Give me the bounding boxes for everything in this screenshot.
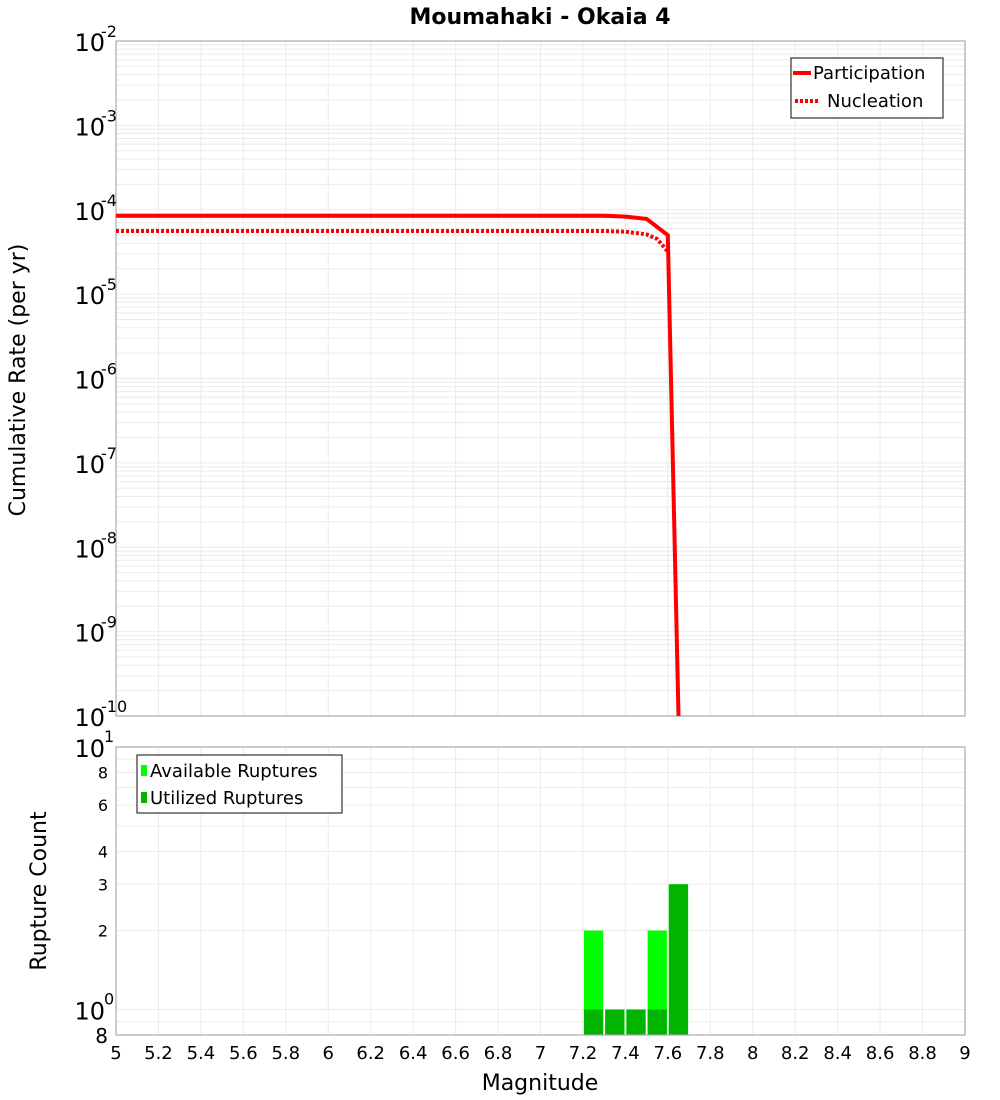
bottom-legend-box: [136, 754, 343, 814]
x-ticks: 5 5.2 5.4 5.6 5.8 6 6.2 6.4 6.6 6.8 7 7.2 7.4 7.6 7.8 8…: [110, 1043, 970, 1064]
top-y-tick-exponent: -4: [101, 191, 117, 210]
x-tick-label: 7.8: [696, 1043, 725, 1064]
available-legend-swatch: [141, 765, 147, 776]
bottom-plot-bars: [583, 884, 689, 1035]
x-tick-label: 8: [747, 1043, 758, 1064]
available-legend-label: Available Ruptures: [150, 761, 318, 782]
utilized-legend-label: Utilized Ruptures: [150, 788, 303, 809]
top-y-tick-label: 10: [74, 367, 105, 395]
bottom-y-tick-label: 8: [95, 1024, 108, 1048]
top-y-tick-label: 10: [74, 198, 105, 226]
participation-legend-label: Participation: [813, 63, 925, 84]
nucleation-legend-label: Nucleation: [827, 91, 923, 112]
bottom-y-axis-label: Rupture Count: [27, 811, 52, 971]
x-tick-label: 6.8: [484, 1043, 513, 1064]
x-tick-label: 7.6: [654, 1043, 683, 1064]
top-y-tick-exponent: -10: [101, 697, 127, 716]
x-tick-label: 9: [959, 1043, 970, 1064]
x-axis-label: Magnitude: [482, 1071, 599, 1096]
top-y-tick-label: 10: [74, 282, 105, 310]
bottom-legend: Available Ruptures Utilized Ruptures: [136, 754, 343, 814]
x-tick-label: 5.8: [271, 1043, 300, 1064]
bottom-y-tick-exponent: 1: [104, 727, 114, 746]
top-plot-lines: [116, 213, 681, 717]
utilized-ruptures-bar: [583, 1009, 604, 1035]
top-y-tick-label: 10: [74, 113, 105, 141]
available-ruptures-bar: [647, 930, 667, 1035]
utilized-ruptures-bar: [626, 1009, 646, 1035]
x-tick-label: 5.4: [187, 1043, 216, 1064]
top-y-tick-exponent: -2: [101, 22, 117, 41]
top-legend-box: [790, 57, 944, 119]
x-tick-label: 7.4: [611, 1043, 640, 1064]
top-y-tick-label: 10: [74, 451, 105, 479]
top-plot-grid: [115, 41, 966, 717]
x-tick-label: 5.2: [144, 1043, 173, 1064]
bottom-y-tick-label: 2: [98, 922, 108, 941]
x-tick-label: 7.2: [569, 1043, 598, 1064]
x-tick-label: 8.6: [866, 1043, 895, 1064]
top-y-ticks: 10-210-310-410-510-610-710-810-910-10: [74, 22, 127, 732]
top-y-tick-exponent: -8: [101, 528, 117, 547]
x-tick-label: 6.2: [356, 1043, 385, 1064]
utilized-ruptures-bar: [668, 884, 689, 1035]
x-tick-label: 5: [110, 1043, 121, 1064]
bottom-y-tick-label: 4: [98, 842, 108, 861]
bottom-y-tick-label: 10: [74, 998, 105, 1026]
available-ruptures-bar: [583, 930, 604, 1035]
bottom-y-tick-exponent: 0: [104, 990, 114, 1009]
top-y-tick-label: 10: [74, 704, 105, 732]
top-y-tick-exponent: -5: [101, 275, 117, 294]
x-tick-label: 8.8: [908, 1043, 937, 1064]
x-tick-label: 7: [535, 1043, 546, 1064]
top-plot-frame: [115, 40, 966, 717]
top-y-tick-label: 10: [74, 29, 105, 57]
bottom-y-tick-label: 3: [98, 875, 108, 894]
bottom-plot-frame: [115, 746, 966, 1036]
nucleation-line: [116, 229, 670, 253]
bottom-y-tick-label: 8: [98, 763, 108, 782]
top-y-tick-exponent: -9: [101, 613, 117, 632]
top-y-tick-exponent: -3: [101, 106, 117, 125]
top-legend: Participation Nucleation: [790, 57, 944, 119]
x-tick-label: 6.6: [441, 1043, 470, 1064]
utilized-ruptures-bar: [647, 1009, 667, 1035]
utilized-ruptures-bar: [605, 1009, 625, 1035]
top-y-tick-label: 10: [74, 535, 105, 563]
bottom-y-tick-label: 6: [98, 796, 108, 815]
top-y-tick-label: 10: [74, 620, 105, 648]
x-tick-label: 6.4: [399, 1043, 428, 1064]
top-y-tick-exponent: -7: [101, 444, 117, 463]
top-y-tick-exponent: -6: [101, 360, 117, 379]
x-tick-label: 8.2: [781, 1043, 810, 1064]
chart-title: Moumahaki - Okaia 4: [409, 5, 670, 30]
x-tick-label: 5.6: [229, 1043, 258, 1064]
participation-line: [116, 213, 681, 717]
utilized-legend-swatch: [141, 792, 147, 803]
x-tick-label: 6: [323, 1043, 334, 1064]
x-tick-label: 8.4: [823, 1043, 852, 1064]
top-y-axis-label: Cumulative Rate (per yr): [6, 244, 31, 517]
bottom-y-tick-label: 10: [74, 735, 105, 763]
